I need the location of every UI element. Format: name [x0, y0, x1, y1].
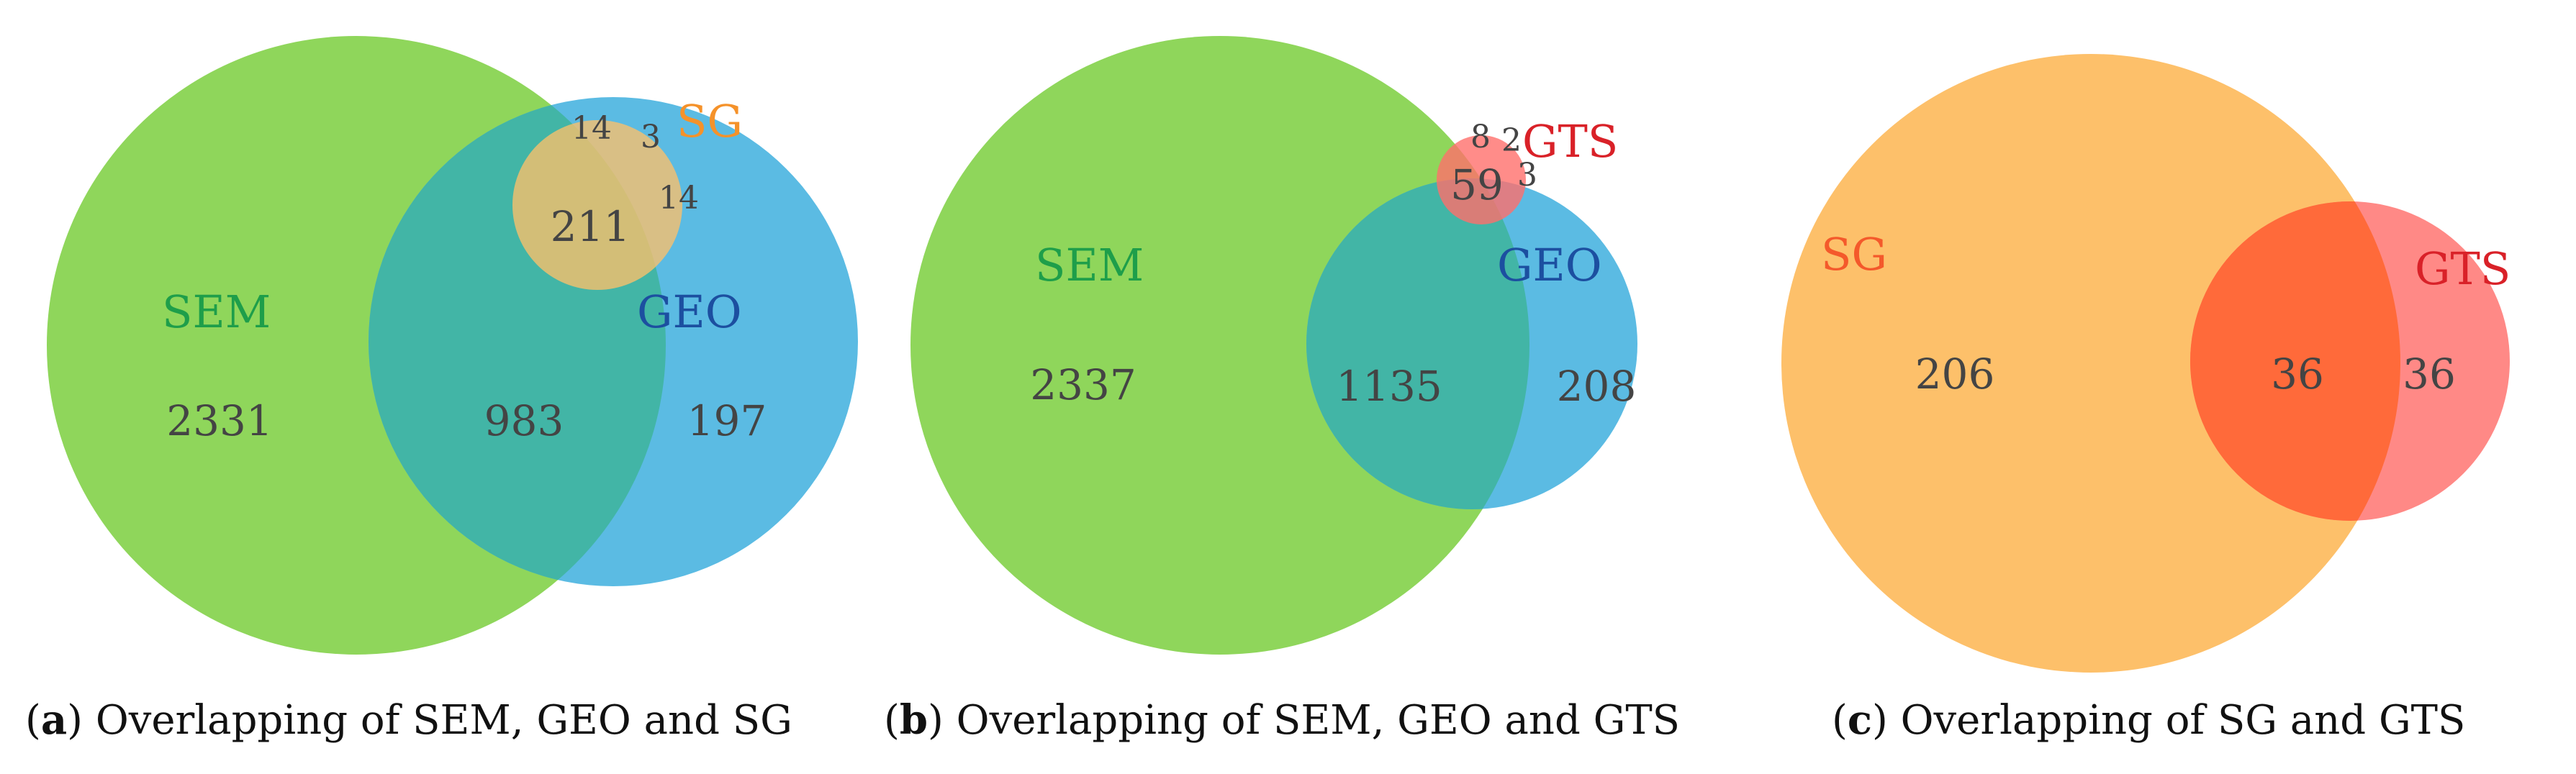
region-geo-sg: 14: [659, 180, 699, 217]
gts-label: GTS: [2415, 242, 2511, 295]
caption-text: Overlapping of SEM, GEO and SG: [95, 697, 792, 744]
sg-circle: [1781, 54, 2400, 673]
caption-letter: a: [40, 696, 68, 744]
sem-circle: [910, 36, 1529, 655]
venn-panel-b: SEM GEO GTS 2337 1135 208 59 8 2 3: [910, 36, 1637, 655]
region-sg-only: 206: [1915, 350, 1995, 399]
caption-text: Overlapping of SG and GTS: [1900, 697, 2466, 744]
region-sem-geo: 983: [484, 396, 564, 445]
region-sem-geo: 1135: [1336, 362, 1442, 411]
caption-b: (b) Overlapping of SEM, GEO and GTS: [884, 696, 1681, 744]
sem-geo-overlap: [369, 97, 666, 586]
region-geo-only: 208: [1557, 362, 1637, 411]
sg-circle: [512, 120, 682, 290]
sem-label: SEM: [162, 286, 271, 338]
region-sem-only: 2337: [1030, 360, 1136, 409]
region-sem-sg: 14: [571, 110, 612, 147]
caption-letter: c: [1847, 696, 1872, 744]
region-geo-only: 197: [687, 396, 767, 445]
gts-label: GTS: [1522, 115, 1618, 168]
region-sg-only: 3: [641, 119, 661, 155]
sem-label: SEM: [1035, 239, 1144, 291]
caption-c: (c) Overlapping of SG and GTS: [1832, 696, 2466, 744]
region-gts-only: 36: [2403, 350, 2456, 399]
geo-label: GEO: [637, 286, 742, 338]
geo-label: GEO: [1497, 239, 1602, 291]
venn-panel-c: SG GTS 206 36 36: [1781, 54, 2511, 673]
region-sem-only: 2331: [166, 396, 273, 445]
region-sg-gts: 36: [2271, 350, 2324, 399]
venn-panel-a: SEM GEO SG 2331 983 197 211 14 3 14: [47, 36, 858, 655]
gts-circle: [1437, 135, 1526, 224]
region-sem-geo-sg: 211: [551, 202, 631, 251]
region-geo-gts: 3: [1517, 157, 1537, 194]
sg-label: SG: [1821, 228, 1887, 281]
sem-geo-overlap: [1306, 178, 1529, 509]
region-sem-gts: 8: [1470, 119, 1491, 155]
sg-gts-overlap: [2190, 201, 2400, 521]
region-gts-only: 2: [1501, 122, 1522, 159]
caption-letter: b: [899, 696, 928, 744]
caption-text: Overlapping of SEM, GEO and GTS: [956, 697, 1681, 744]
caption-a: (a) Overlapping of SEM, GEO and SG: [25, 696, 792, 744]
sg-label: SG: [677, 95, 743, 147]
region-sem-geo-gts: 59: [1450, 160, 1504, 209]
